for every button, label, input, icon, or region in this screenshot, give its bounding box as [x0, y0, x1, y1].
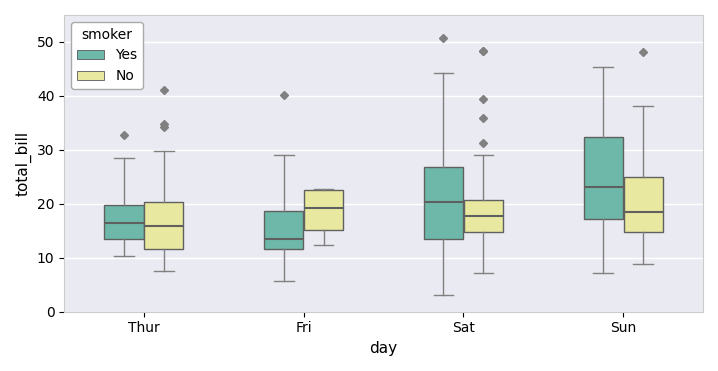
PathPatch shape [304, 190, 343, 230]
Y-axis label: total_bill: total_bill [15, 131, 31, 196]
Legend: Yes, No: Yes, No [71, 22, 143, 89]
PathPatch shape [424, 167, 463, 239]
PathPatch shape [264, 211, 303, 249]
X-axis label: day: day [370, 341, 398, 356]
PathPatch shape [464, 200, 503, 232]
PathPatch shape [144, 202, 184, 249]
PathPatch shape [584, 137, 623, 219]
PathPatch shape [104, 205, 144, 239]
PathPatch shape [623, 177, 663, 232]
